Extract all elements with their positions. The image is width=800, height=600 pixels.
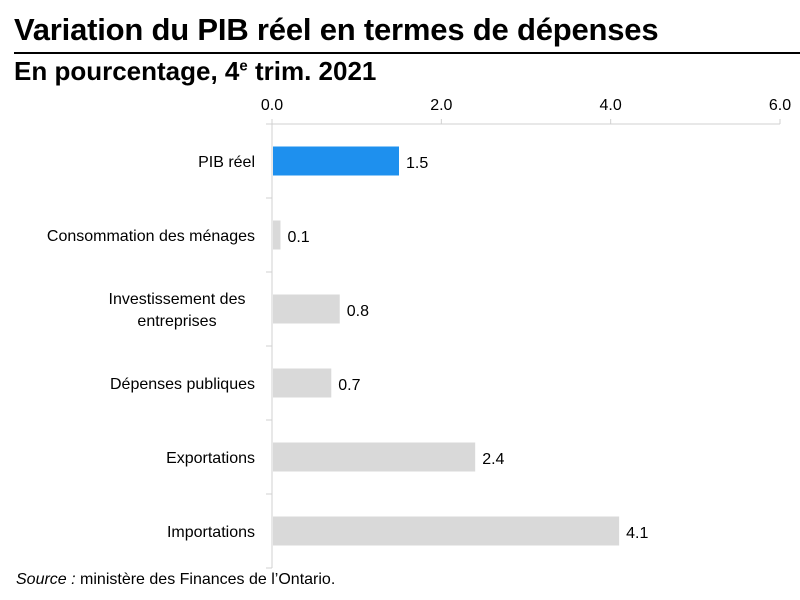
bar bbox=[273, 368, 332, 398]
subtitle-superscript: e bbox=[239, 57, 248, 75]
chart-subtitle: En pourcentage, 4e trim. 2021 bbox=[14, 56, 376, 87]
bar bbox=[273, 294, 340, 324]
source-label: Source : bbox=[16, 571, 76, 588]
data-label: 1.5 bbox=[406, 155, 428, 172]
data-label: 0.7 bbox=[338, 377, 360, 394]
chart-title: Variation du PIB réel en termes de dépen… bbox=[14, 12, 659, 47]
x-tick-label: 2.0 bbox=[430, 97, 452, 114]
data-label: 0.8 bbox=[347, 303, 369, 320]
category-label: Dépenses publiques bbox=[110, 376, 255, 393]
category-label: Importations bbox=[167, 524, 255, 541]
category-label: Consommation des ménages bbox=[47, 228, 255, 245]
data-label: 4.1 bbox=[626, 525, 648, 542]
category-label: Exportations bbox=[166, 450, 255, 467]
category-label: Investissement des entreprises bbox=[109, 291, 246, 330]
bar bbox=[273, 442, 476, 472]
source-note: Source : ministère des Finances de l’Ont… bbox=[16, 571, 335, 589]
category-label: PIB réel bbox=[198, 154, 255, 171]
bar bbox=[273, 220, 281, 250]
bar bbox=[273, 516, 620, 546]
subtitle-suffix: trim. 2021 bbox=[247, 56, 377, 86]
x-tick-label: 6.0 bbox=[769, 97, 791, 114]
data-label: 2.4 bbox=[482, 451, 504, 468]
subtitle-prefix: En pourcentage, 4 bbox=[14, 56, 240, 86]
x-tick-label: 4.0 bbox=[600, 97, 622, 114]
source-text: ministère des Finances de l’Ontario. bbox=[75, 571, 336, 588]
data-label: 0.1 bbox=[287, 229, 309, 246]
x-tick-label: 0.0 bbox=[261, 97, 283, 114]
title-underline bbox=[14, 52, 800, 54]
bar bbox=[273, 146, 399, 176]
